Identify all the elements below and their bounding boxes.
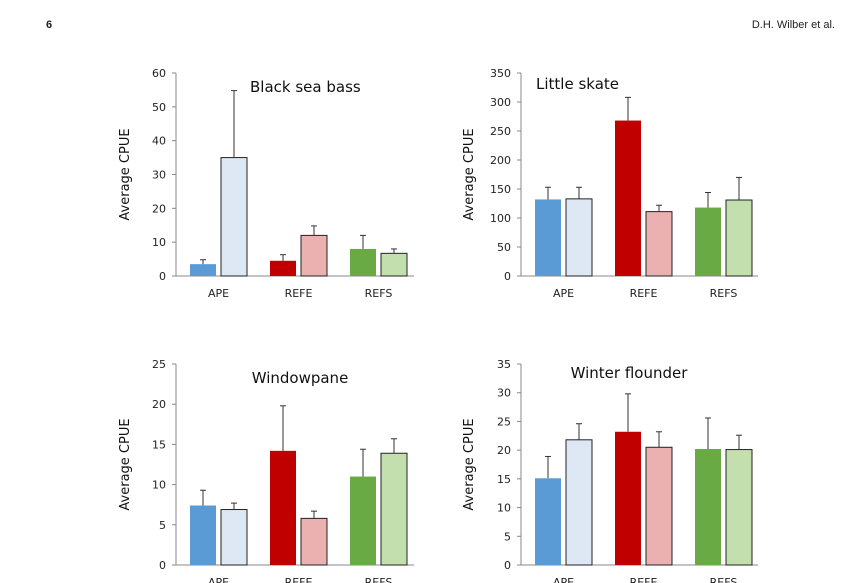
- y-tick-label: 10: [152, 479, 166, 492]
- y-axis-title: Average CPUE: [118, 418, 133, 510]
- y-tick-label: 300: [490, 96, 511, 109]
- bar: [725, 199, 753, 277]
- bar: [350, 248, 376, 276]
- bar: [725, 449, 753, 566]
- y-tick-label: 200: [490, 154, 511, 167]
- page-number: 6: [46, 19, 53, 31]
- bar: [270, 260, 296, 276]
- bar: [565, 198, 593, 277]
- bar: [380, 252, 408, 277]
- y-tick-label: 0: [504, 559, 511, 572]
- y-tick-label: 10: [497, 502, 511, 515]
- x-category-label: APE: [553, 287, 574, 300]
- x-category-label: APE: [208, 576, 229, 583]
- x-category-label: APE: [553, 576, 574, 583]
- x-category-label: REFS: [710, 287, 738, 300]
- bar: [645, 446, 673, 566]
- bar: [190, 505, 216, 565]
- x-category-label: REFS: [365, 287, 393, 300]
- chart-title: Black sea bass: [250, 78, 361, 96]
- y-tick-label: 40: [152, 135, 166, 148]
- y-tick-label: 25: [152, 358, 166, 371]
- chart-title: Little skate: [536, 75, 619, 93]
- y-axis-title: Average CPUE: [462, 418, 477, 510]
- y-tick-label: 350: [490, 67, 511, 80]
- y-tick-label: 250: [490, 125, 511, 138]
- y-tick-label: 20: [152, 398, 166, 411]
- y-tick-label: 50: [497, 241, 511, 254]
- bar: [615, 120, 641, 276]
- bar: [350, 476, 376, 565]
- bar: [615, 431, 641, 565]
- bar: [270, 450, 296, 565]
- y-tick-label: 10: [152, 236, 166, 249]
- bar: [190, 264, 216, 276]
- y-tick-label: 100: [490, 212, 511, 225]
- x-category-label: APE: [208, 287, 229, 300]
- y-tick-label: 0: [159, 270, 166, 283]
- x-category-label: REFS: [365, 576, 393, 583]
- y-axis-title: Average CPUE: [118, 128, 133, 220]
- bar: [565, 439, 593, 566]
- y-tick-label: 15: [497, 473, 511, 486]
- y-tick-label: 150: [490, 183, 511, 196]
- chart-title: Windowpane: [252, 369, 349, 387]
- bar: [645, 211, 673, 277]
- y-tick-label: 20: [152, 202, 166, 215]
- bar: [380, 452, 408, 566]
- y-tick-label: 0: [159, 559, 166, 572]
- bar: [220, 157, 248, 277]
- x-category-label: REFE: [285, 576, 313, 583]
- bar: [220, 509, 248, 566]
- y-tick-label: 30: [152, 169, 166, 182]
- bar: [300, 234, 328, 277]
- y-tick-label: 60: [152, 67, 166, 80]
- y-tick-label: 5: [159, 519, 166, 532]
- y-tick-label: 30: [497, 387, 511, 400]
- chart-title: Winter flounder: [571, 364, 689, 382]
- bar: [300, 517, 328, 566]
- y-tick-label: 5: [504, 530, 511, 543]
- y-tick-label: 0: [504, 270, 511, 283]
- bar: [695, 448, 721, 565]
- bar: [535, 478, 561, 565]
- bar: [695, 207, 721, 276]
- y-tick-label: 15: [152, 438, 166, 451]
- bar: [535, 199, 561, 276]
- y-tick-label: 20: [497, 444, 511, 457]
- x-category-label: REFS: [710, 576, 738, 583]
- y-tick-label: 50: [152, 101, 166, 114]
- x-category-label: REFE: [630, 287, 658, 300]
- running-head: D.H. Wilber et al.: [751, 19, 835, 31]
- x-category-label: REFE: [630, 576, 658, 583]
- y-tick-label: 25: [497, 415, 511, 428]
- x-category-label: REFE: [285, 287, 313, 300]
- y-axis-title: Average CPUE: [462, 128, 477, 220]
- y-tick-label: 35: [497, 358, 511, 371]
